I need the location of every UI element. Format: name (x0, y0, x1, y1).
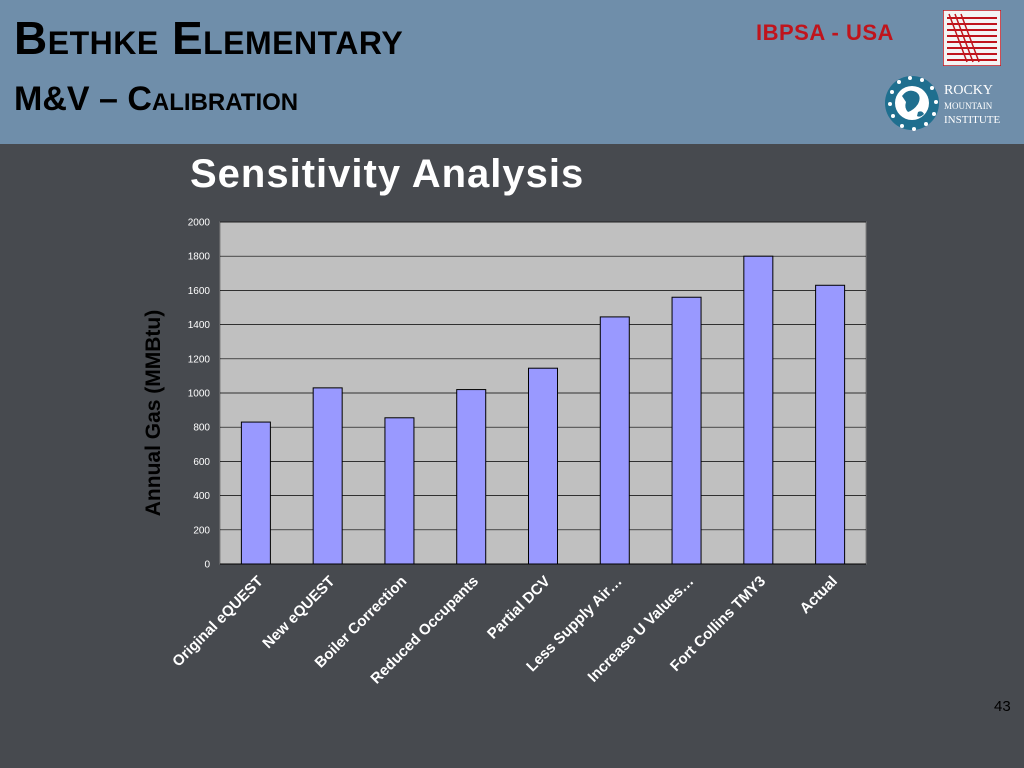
org-label: IBPSA - USA (756, 20, 894, 45)
bar (384, 417, 415, 565)
y-tick-label: 800 (193, 423, 210, 434)
x-tick-label: Original eQUEST (169, 573, 266, 670)
bar (312, 387, 343, 565)
y-tick-label: 400 (193, 491, 210, 502)
y-tick-label: 1800 (188, 252, 211, 263)
bar (815, 284, 846, 565)
rmi-logo: ROCKY MOUNTAIN INSTITUTE (885, 76, 1000, 131)
chart-title: Sensitivity Analysis (190, 152, 585, 196)
y-tick-labels: 0 200 400 600 800 1000 1200 1400 1600 1800 2000 (188, 218, 211, 571)
rmi-logo-line-3: INSTITUTE (944, 114, 1000, 126)
y-tick-label: 1200 (188, 354, 211, 365)
bars (240, 255, 846, 565)
x-tick-label: Partial DCV (484, 573, 554, 643)
slide-title: Bethke Elementary (14, 12, 404, 64)
y-tick-label: 2000 (188, 218, 211, 229)
y-tick-label: 600 (193, 457, 210, 468)
bar (743, 255, 774, 565)
rmi-logo-line-1: ROCKY (944, 83, 993, 98)
slide-header: Bethke Elementary M&V – Calibration IBPS… (0, 0, 1024, 144)
y-tick-label: 1600 (188, 286, 211, 297)
bar (599, 316, 630, 565)
y-axis-label: Annual Gas (MMBtu) (142, 310, 165, 516)
bar (528, 367, 558, 565)
bar (240, 421, 271, 565)
y-tick-label: 200 (193, 525, 210, 536)
ibpsa-logo-icon (943, 10, 1001, 66)
slide-subtitle: M&V – Calibration (14, 80, 299, 118)
slide-number: 43 (994, 698, 1011, 715)
x-tick-label: New eQUEST (259, 573, 338, 652)
bar (671, 296, 702, 565)
bar (456, 389, 487, 565)
rmi-logo-line-2: MOUNTAIN (944, 101, 993, 111)
y-tick-label: 0 (204, 560, 210, 571)
y-tick-label: 1400 (188, 320, 211, 331)
x-tick-label: Actual (797, 573, 841, 617)
y-tick-label: 1000 (188, 389, 211, 400)
